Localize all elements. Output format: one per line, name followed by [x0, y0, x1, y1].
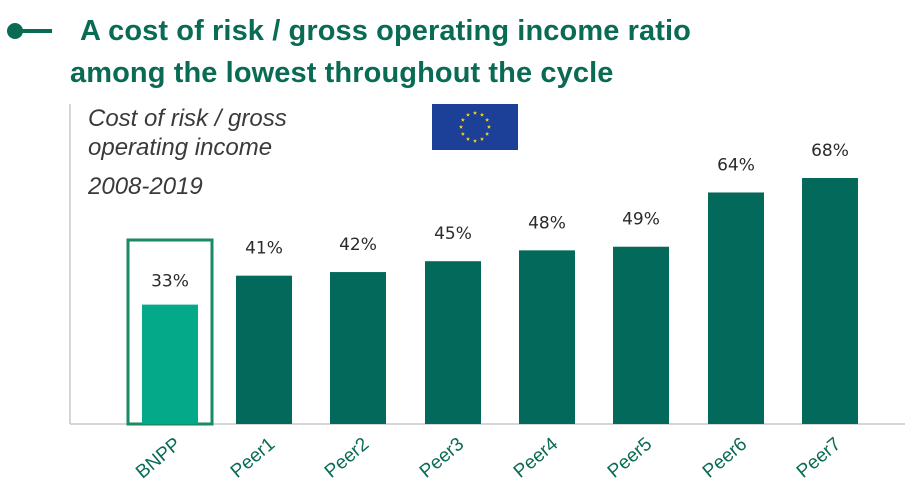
- chart-title: Cost of risk / gross operating income: [88, 105, 287, 161]
- value-label: 64%: [717, 155, 755, 175]
- bar-peer7: [802, 178, 858, 424]
- bar-peer5: [613, 246, 669, 424]
- value-label: 48%: [528, 213, 566, 233]
- page-title-line-2: among the lowest throughout the cycle: [70, 57, 614, 89]
- flag-star: [472, 138, 478, 143]
- flag-star: [458, 124, 464, 129]
- bar-peer2: [330, 272, 386, 424]
- bar-peer1: [236, 275, 292, 424]
- flag-star: [479, 112, 485, 117]
- value-label: 33%: [151, 272, 189, 292]
- page-title-line-1: A cost of risk / gross operating income …: [80, 15, 691, 47]
- value-label: 68%: [811, 141, 849, 161]
- flag-star: [485, 117, 490, 122]
- value-label: 42%: [339, 235, 377, 255]
- category-label: Peer4: [510, 433, 563, 482]
- category-label: BNPP: [132, 434, 185, 483]
- flag-star: [465, 136, 471, 141]
- value-label: 45%: [434, 224, 472, 244]
- bar-peer4: [519, 250, 575, 424]
- flag-star: [460, 131, 465, 136]
- flag-star: [479, 136, 485, 141]
- category-label: Peer2: [321, 434, 373, 483]
- value-label: 49%: [622, 210, 660, 230]
- flag-star: [485, 131, 490, 136]
- eu-flag-icon: [432, 104, 518, 150]
- category-label: Peer1: [227, 434, 279, 483]
- category-label: Peer5: [604, 434, 656, 483]
- bar-peer3: [425, 261, 481, 424]
- flag-star: [460, 117, 465, 122]
- bar-peer6: [708, 192, 764, 424]
- flag-star: [472, 110, 478, 115]
- flag-star: [465, 112, 471, 117]
- category-label: Peer6: [699, 434, 751, 483]
- category-label: Peer3: [416, 434, 468, 483]
- value-label: 41%: [245, 239, 283, 259]
- flag-star: [486, 124, 492, 129]
- chart-period: 2008-2019: [88, 173, 203, 200]
- category-label: Peer7: [793, 434, 845, 483]
- bar-bnpp: [142, 304, 198, 424]
- bullet-dash-icon: [7, 23, 52, 39]
